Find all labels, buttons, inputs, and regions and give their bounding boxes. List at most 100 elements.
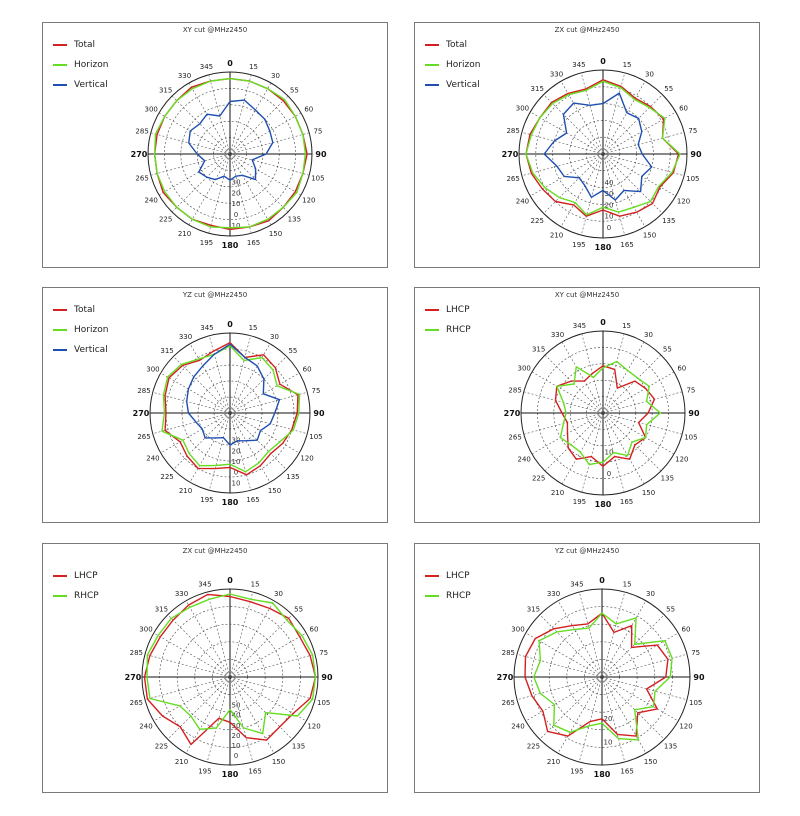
polar-grid-spoke bbox=[544, 412, 604, 472]
radial-tick-label: 30 bbox=[232, 722, 241, 730]
legend-swatch bbox=[425, 575, 439, 577]
polar-grid-spoke bbox=[158, 112, 231, 155]
angle-tick-label: 120 bbox=[300, 455, 313, 463]
polar-grid-spoke bbox=[208, 153, 231, 234]
chart-legend: LHCP RHCP bbox=[425, 300, 471, 340]
angle-tick-label: 180 bbox=[594, 770, 611, 779]
polar-grid-spoke bbox=[601, 676, 679, 722]
polar-grid-spoke bbox=[158, 153, 231, 196]
legend-label: Total bbox=[446, 40, 468, 50]
angle-tick-label: 15 bbox=[622, 322, 631, 330]
angle-tick-label: 270 bbox=[131, 150, 148, 159]
polar-chart-yz-cut-circular: YZ cut @MHz2450 LHCP RHCP 0 15 30 55 60 75 90 1… bbox=[414, 543, 760, 793]
legend-label: Vertical bbox=[446, 80, 480, 90]
legend-entry: Total bbox=[53, 300, 108, 320]
angle-tick-label: 195 bbox=[572, 241, 585, 249]
angle-tick-label: 240 bbox=[516, 198, 529, 206]
polar-grid-spoke bbox=[560, 81, 604, 155]
polar-grid-spoke bbox=[229, 153, 289, 213]
polar-grid-spoke bbox=[160, 372, 231, 414]
polar-grid-spoke bbox=[229, 372, 300, 414]
polar-grid-spoke bbox=[602, 153, 685, 177]
polar-grid-spoke bbox=[229, 412, 287, 470]
polar-grid-spoke bbox=[229, 653, 316, 678]
legend-label: Horizon bbox=[74, 60, 109, 70]
radial-tick-label: 0 bbox=[234, 752, 238, 760]
angle-tick-label: 210 bbox=[551, 489, 564, 497]
angle-tick-label: 135 bbox=[664, 743, 677, 751]
chart-title: XY cut @MHz2450 bbox=[554, 291, 620, 299]
angle-tick-label: 265 bbox=[502, 699, 515, 707]
angle-tick-label: 90 bbox=[693, 673, 705, 682]
angle-tick-label: 180 bbox=[595, 500, 612, 509]
angle-tick-label: 55 bbox=[294, 605, 303, 613]
angle-tick-label: 90 bbox=[321, 673, 333, 682]
polar-grid-spoke bbox=[525, 676, 603, 722]
angle-tick-label: 120 bbox=[679, 723, 692, 731]
polar-grid-spoke bbox=[601, 600, 647, 678]
angle-tick-label: 165 bbox=[246, 496, 259, 504]
angle-tick-label: 55 bbox=[663, 346, 672, 354]
radial-tick-label: 20 bbox=[232, 447, 241, 455]
angle-tick-label: 330 bbox=[178, 72, 191, 80]
angle-tick-label: 30 bbox=[646, 590, 655, 598]
angle-tick-label: 0 bbox=[600, 57, 606, 66]
polar-grid-spoke bbox=[602, 94, 663, 155]
angle-tick-label: 150 bbox=[268, 487, 281, 495]
angle-tick-label: 75 bbox=[313, 127, 322, 135]
angle-tick-label: 345 bbox=[572, 61, 585, 69]
polar-grid-spoke bbox=[189, 412, 231, 483]
legend-entry: Vertical bbox=[53, 340, 108, 360]
angle-tick-label: 210 bbox=[175, 758, 188, 766]
legend-label: Total bbox=[74, 305, 96, 315]
polar-grid-spoke bbox=[144, 676, 231, 701]
polar-grid-spoke bbox=[229, 412, 300, 454]
angle-tick-label: 265 bbox=[508, 434, 521, 442]
radial-tick-label: 10 bbox=[232, 222, 241, 230]
series-line bbox=[556, 360, 662, 466]
polar-chart-yz-cut: YZ cut @MHz2450 Total Horizon Vertical 0… bbox=[42, 287, 388, 523]
polar-grid-spoke bbox=[229, 153, 310, 176]
angle-tick-label: 105 bbox=[689, 699, 702, 707]
polar-grid-spoke bbox=[229, 343, 271, 414]
polar-grid-spoke bbox=[516, 653, 603, 678]
legend-entry: RHCP bbox=[53, 586, 99, 606]
angle-tick-label: 180 bbox=[595, 243, 612, 252]
angle-tick-label: 210 bbox=[178, 230, 191, 238]
radial-tick-label: 10 bbox=[604, 739, 613, 747]
angle-tick-label: 180 bbox=[222, 241, 239, 250]
angle-tick-label: 300 bbox=[146, 366, 159, 374]
angle-tick-label: 195 bbox=[200, 496, 213, 504]
polar-grid-spoke bbox=[229, 591, 254, 678]
angle-tick-label: 330 bbox=[551, 331, 564, 339]
chart-legend: Total Horizon Vertical bbox=[53, 35, 108, 95]
legend-label: LHCP bbox=[446, 305, 470, 315]
angle-tick-label: 265 bbox=[137, 433, 150, 441]
angle-tick-label: 90 bbox=[313, 409, 325, 418]
series-line bbox=[185, 343, 281, 446]
polar-grid-spoke bbox=[516, 676, 603, 701]
angle-tick-label: 30 bbox=[270, 333, 279, 341]
polar-grid-spoke bbox=[229, 676, 307, 722]
legend-label: Vertical bbox=[74, 345, 108, 355]
angle-tick-label: 55 bbox=[666, 605, 675, 613]
polar-grid-spoke bbox=[521, 153, 604, 177]
legend-label: RHCP bbox=[446, 591, 471, 601]
angle-tick-label: 240 bbox=[145, 197, 158, 205]
angle-tick-label: 165 bbox=[620, 241, 633, 249]
angle-tick-label: 90 bbox=[688, 409, 700, 418]
angle-tick-label: 315 bbox=[527, 605, 540, 613]
angle-tick-label: 60 bbox=[303, 366, 312, 374]
polar-grid-spoke bbox=[602, 341, 645, 414]
polar-grid-spoke bbox=[229, 356, 287, 414]
polar-grid-spoke bbox=[208, 74, 231, 155]
angle-tick-label: 270 bbox=[504, 409, 521, 418]
angle-tick-label: 180 bbox=[222, 498, 239, 507]
angle-tick-label: 180 bbox=[222, 770, 239, 779]
radial-tick-label: 20 bbox=[232, 189, 241, 197]
polar-grid-spoke bbox=[602, 412, 645, 485]
angle-tick-label: 135 bbox=[662, 217, 675, 225]
angle-tick-label: 30 bbox=[271, 72, 280, 80]
angle-tick-label: 55 bbox=[288, 347, 297, 355]
polar-grid-spoke bbox=[229, 74, 252, 155]
